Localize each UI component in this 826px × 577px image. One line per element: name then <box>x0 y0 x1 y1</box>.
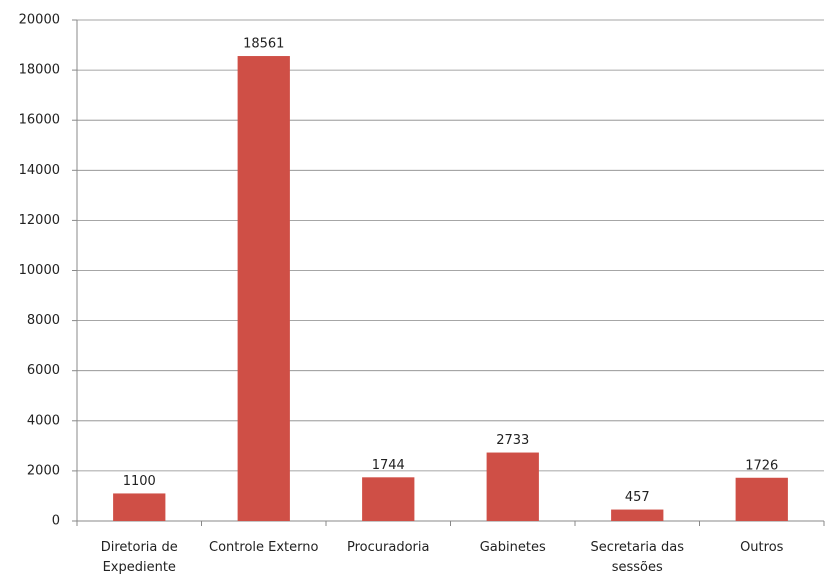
y-tick-label: 6000 <box>27 363 60 378</box>
x-tick-label: Outros <box>740 540 784 555</box>
y-tick-label: 10000 <box>19 263 60 278</box>
y-tick-label: 4000 <box>27 413 60 428</box>
y-tick-label: 16000 <box>19 113 60 128</box>
bar <box>735 477 788 521</box>
x-tick-label: Secretaria das sessões <box>590 540 685 575</box>
data-label: 1100 <box>123 474 156 489</box>
x-tick-label: Diretoria de Expediente <box>100 540 178 575</box>
y-tick-label: 18000 <box>19 63 60 78</box>
y-tick-label: 0 <box>52 514 60 529</box>
bar <box>113 493 166 521</box>
x-tick-label: Procuradoria <box>347 540 430 555</box>
y-tick-label: 12000 <box>19 213 60 228</box>
bar <box>237 56 290 522</box>
data-label: 2733 <box>496 433 529 448</box>
x-tick-label: Gabinetes <box>479 540 546 555</box>
y-tick-label: 2000 <box>27 463 60 478</box>
bar <box>362 477 415 521</box>
data-label: 457 <box>625 490 650 505</box>
y-tick-label: 14000 <box>19 163 60 178</box>
data-label: 18561 <box>243 37 284 52</box>
y-tick-label: 20000 <box>19 13 60 28</box>
data-label: 1744 <box>372 458 405 473</box>
y-tick-label: 8000 <box>27 313 60 328</box>
x-tick-label: Controle Externo <box>209 540 319 555</box>
bar <box>611 509 664 521</box>
data-label: 1726 <box>745 458 778 473</box>
bar <box>486 452 539 521</box>
